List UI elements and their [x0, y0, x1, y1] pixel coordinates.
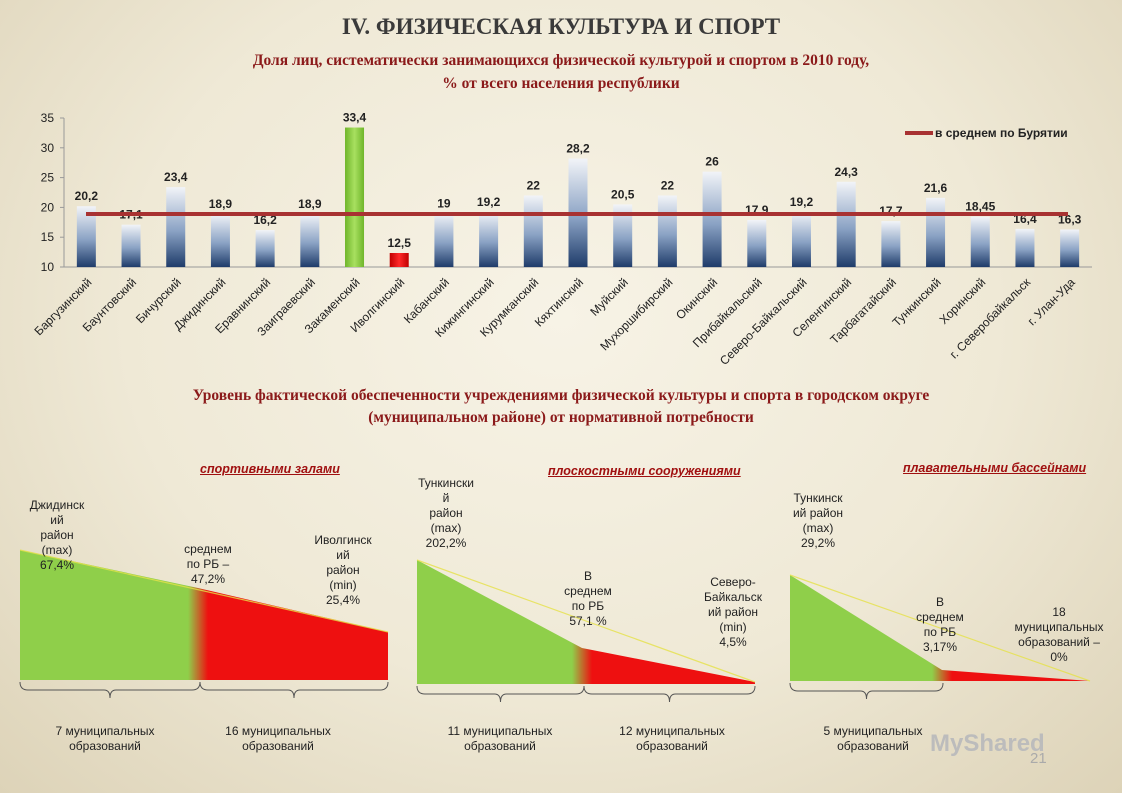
avg-label: среднем по РБ –47,2%	[184, 542, 232, 586]
bar-value-label: 23,4	[164, 170, 188, 184]
bar	[76, 206, 96, 267]
category-label: Тункинский	[890, 275, 944, 329]
max-label: Джидинск ий район (max) 67,4%	[29, 498, 85, 572]
category-label: Окинский	[673, 275, 720, 322]
panel-label: плавательными бассейнами	[903, 461, 1087, 475]
y-tick-label: 20	[41, 200, 55, 214]
second-title-line2: (муниципальном районе) от нормативной по…	[368, 409, 754, 426]
bar	[300, 213, 320, 267]
area-wedge	[790, 575, 1090, 681]
bar-value-label: 33,4	[343, 111, 367, 125]
bar-chart: 10152025303520,2Баргузинский17,1Баунтовс…	[31, 111, 1092, 368]
bar	[255, 230, 275, 267]
bar-value-label: 18,9	[298, 197, 322, 211]
bar	[479, 212, 499, 267]
max-label: Тункинск ий район (max) 29,2%	[792, 491, 844, 550]
area-wedge	[20, 550, 388, 680]
bar	[791, 212, 811, 267]
chart-title-line1: Доля лиц, систематически занимающихся фи…	[252, 52, 870, 69]
min-label: Иволгинск ий район (min) 25,4%	[314, 533, 372, 607]
count-right: 16 муниципальных образований	[225, 724, 331, 753]
chart-title-line2: % от всего населения республики	[442, 75, 680, 92]
bar-value-label: 16,2	[253, 213, 277, 227]
brace	[19, 681, 201, 699]
bar-value-label: 24,3	[834, 165, 858, 179]
legend-label: в среднем по Бурятии	[935, 126, 1068, 140]
panel-label: спортивными залами	[200, 462, 340, 476]
bar	[166, 187, 186, 267]
min-label: 18 муниципальных образований –0%	[1014, 605, 1104, 664]
brace	[199, 681, 389, 699]
max-label: Тункински й район (max) 202,2%	[418, 476, 474, 550]
count-left: 5 муниципальных образований	[823, 724, 923, 753]
bar-value-label: 22	[661, 178, 675, 192]
category-label: Муйский	[587, 275, 630, 318]
bar-value-label: 26	[705, 155, 719, 169]
area-charts	[19, 549, 1091, 703]
bar	[121, 224, 141, 267]
bar	[434, 213, 454, 267]
bar	[926, 197, 946, 267]
bar-value-label: 21,6	[924, 181, 948, 195]
count-right: 12 муниципальных образований	[619, 724, 725, 753]
second-title-line1: Уровень фактической обеспеченности учреж…	[192, 387, 930, 404]
category-label: г. Улан-Уда	[1025, 275, 1078, 328]
brace	[416, 685, 585, 703]
brace	[789, 682, 944, 700]
min-label: Северо- Байкальск ий район (min) 4,5%	[704, 575, 762, 649]
category-label: г. Северобайкальск	[947, 275, 1034, 362]
area-wedge	[417, 560, 755, 684]
page-number: 21	[1030, 750, 1047, 767]
y-tick-label: 35	[41, 111, 55, 125]
area-edge	[19, 549, 389, 633]
bar-value-label: 20,5	[611, 187, 635, 201]
y-tick-label: 30	[41, 141, 55, 155]
panel-label: плоскостными сооружениями	[548, 464, 741, 478]
count-left: 7 муниципальных образований	[55, 724, 155, 753]
y-tick-label: 15	[41, 230, 55, 244]
bar-value-label: 19	[437, 196, 451, 210]
area-edge	[416, 559, 756, 683]
bar	[702, 171, 722, 267]
bar-value-label: 17,7	[879, 204, 903, 218]
bar	[345, 127, 365, 267]
y-tick-label: 10	[41, 260, 55, 274]
bar	[389, 253, 409, 267]
area-edge	[789, 574, 1091, 682]
watermark: MyShared	[930, 730, 1045, 757]
category-label: Северо-Байкальский	[717, 275, 810, 368]
bar-value-label: 12,5	[388, 236, 412, 250]
bar	[523, 195, 543, 267]
bar	[210, 213, 230, 267]
bar	[613, 204, 633, 267]
bar	[1060, 229, 1080, 267]
bar-value-label: 20,2	[75, 189, 99, 203]
bar-value-label: 18,9	[209, 197, 233, 211]
bar	[836, 181, 856, 267]
y-tick-label: 25	[41, 171, 55, 185]
brace	[583, 685, 756, 703]
bar-value-label: 18,45	[965, 200, 995, 214]
bar	[970, 216, 990, 267]
bar-value-label: 22	[527, 178, 541, 192]
category-label: Кяхтинский	[532, 275, 586, 329]
bar-value-label: 19,2	[790, 195, 814, 209]
bar-value-label: 28,2	[566, 142, 590, 156]
page-title: IV. ФИЗИЧЕСКАЯ КУЛЬТУРА И СПОРТ	[341, 14, 781, 39]
count-left: 11 муниципальных образований	[447, 724, 553, 753]
bar-value-label: 19,2	[477, 195, 501, 209]
bar	[747, 219, 767, 267]
bar	[1015, 228, 1035, 267]
bar	[881, 221, 901, 267]
bar	[657, 195, 677, 267]
